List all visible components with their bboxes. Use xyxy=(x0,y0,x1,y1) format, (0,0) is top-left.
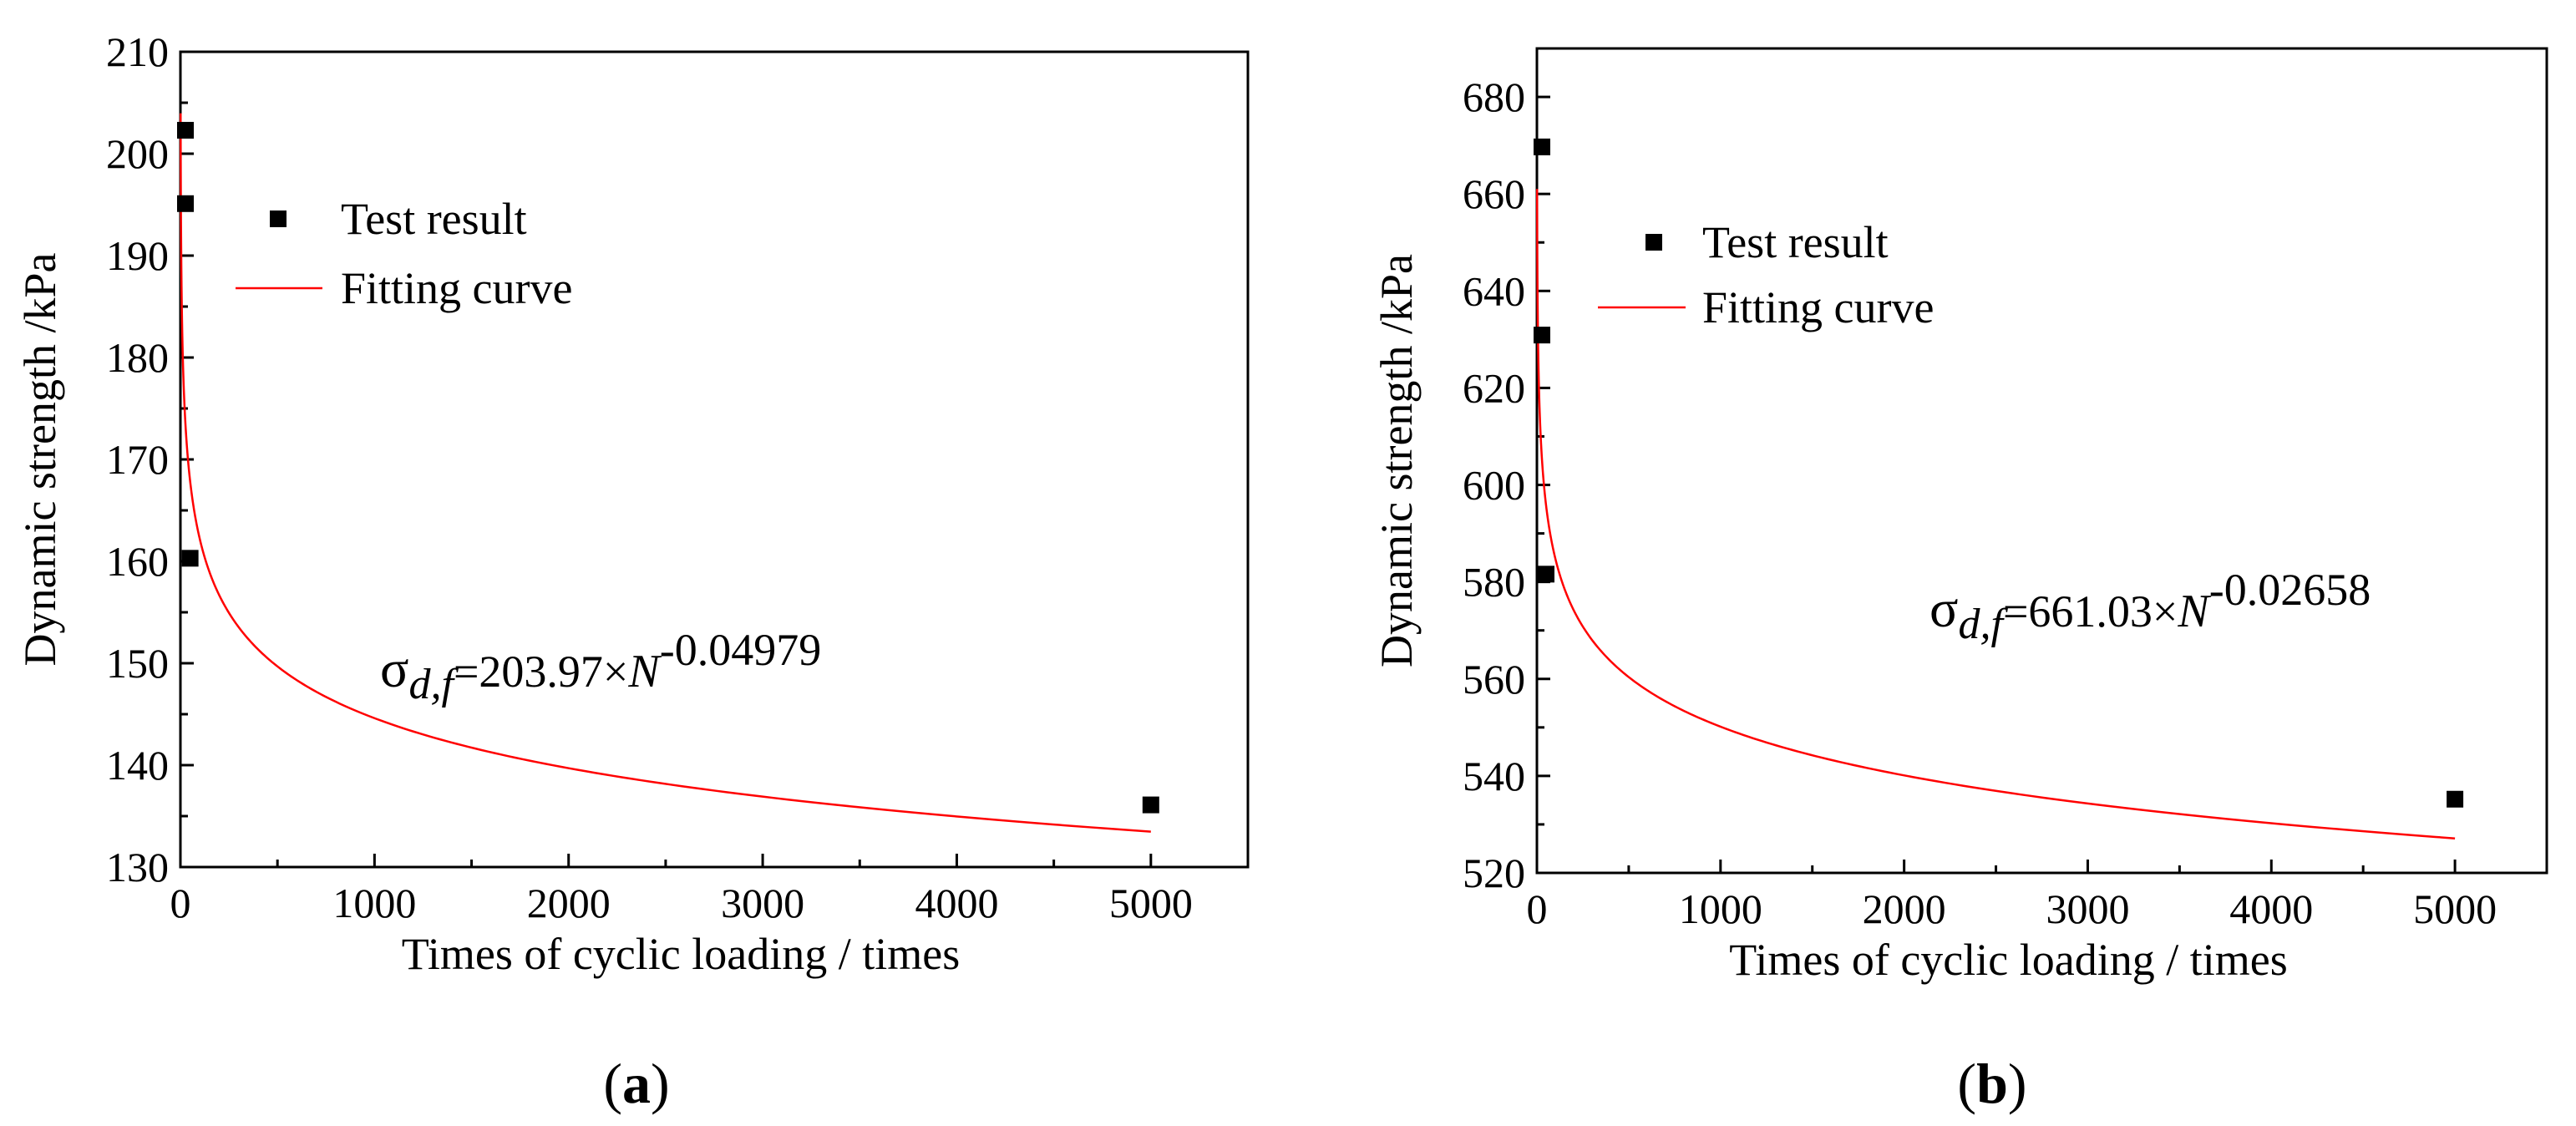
y-axis-label: Dynamic strength /kPa xyxy=(1372,254,1422,667)
y-tick-label: 160 xyxy=(106,538,169,585)
fit-equation-subscript: d,f xyxy=(1959,601,2009,648)
panel-label: (b) xyxy=(1957,1052,2026,1115)
fit-equation-subscript: d,f xyxy=(409,661,459,708)
x-tick-label: 1000 xyxy=(332,880,416,926)
y-tick-label: 140 xyxy=(106,742,169,789)
y-tick-label: 150 xyxy=(106,640,169,687)
legend-marker-test-result xyxy=(1645,234,1662,251)
chart-panel-b: 0 1000 2000 3000 4000 5000 520 540 560 580 600 620 6… xyxy=(1372,47,2548,1115)
fit-equation-sigma: σ xyxy=(380,639,409,698)
fit-equation-coefficient: =203.97× xyxy=(454,647,628,697)
x-axis-label: Times of cyclic loading / times xyxy=(402,929,960,979)
fit-equation-variable: N xyxy=(2177,586,2211,637)
fit-equation-variable: N xyxy=(627,646,662,697)
legend-label-test-result: Test result xyxy=(1702,217,1889,267)
test-result-point xyxy=(177,121,194,139)
x-tick-label: 3000 xyxy=(2046,885,2129,932)
y-tick-label: 210 xyxy=(106,28,169,75)
plot-frame xyxy=(179,50,1250,869)
y-tick-label: 200 xyxy=(106,130,169,177)
y-tick-label: 620 xyxy=(1463,364,1525,411)
x-tick-label: 1000 xyxy=(1679,885,1762,932)
fit-equation-coefficient: =661.03× xyxy=(2003,586,2178,637)
y-tick-label: 600 xyxy=(1463,462,1525,509)
fitting-curve-line xyxy=(1535,189,2456,839)
test-result-point xyxy=(177,195,194,212)
y-tick-label: 190 xyxy=(106,232,169,279)
fitting-curve-line xyxy=(179,113,1151,833)
test-result-point xyxy=(2447,790,2464,808)
test-result-point xyxy=(1534,138,1550,155)
legend-label-fitting-curve: Fitting curve xyxy=(1702,282,1934,332)
legend-label-fitting-curve: Fitting curve xyxy=(341,263,572,313)
y-tick-label: 660 xyxy=(1463,170,1525,217)
x-tick-label: 5000 xyxy=(1109,880,1193,926)
legend-label-test-result: Test result xyxy=(341,194,527,244)
panel-letter: b xyxy=(1976,1052,2008,1115)
y-tick-label: 560 xyxy=(1463,656,1525,702)
x-tick-label: 5000 xyxy=(2413,885,2497,932)
x-tick-label: 0 xyxy=(170,880,191,926)
fit-equation-exponent: -0.04979 xyxy=(660,625,821,675)
y-tick-label: 520 xyxy=(1463,850,1525,896)
y-tick-label: 170 xyxy=(106,436,169,483)
x-tick-label: 3000 xyxy=(721,880,804,926)
y-tick-label: 130 xyxy=(106,844,169,890)
y-tick-label: 540 xyxy=(1463,753,1525,799)
x-axis-label: Times of cyclic loading / times xyxy=(1729,935,2287,985)
y-axis-label: Dynamic strength /kPa xyxy=(15,253,65,667)
chart-panel-a: 0 1000 2000 3000 4000 5000 130 140 150 160 170 180 1… xyxy=(15,28,1250,1115)
plot-frame xyxy=(1535,47,2548,875)
x-tick-label: 4000 xyxy=(915,880,998,926)
fit-equation: σd,f=203.97×N-0.04979 xyxy=(380,625,821,708)
test-result-point xyxy=(1142,796,1159,814)
panel-label: (a) xyxy=(603,1052,669,1115)
panel-letter: a xyxy=(622,1052,651,1115)
fit-equation: σd,f=661.03×N-0.02658 xyxy=(1929,565,2371,648)
test-result-point xyxy=(181,550,199,567)
fit-equation-exponent: -0.02658 xyxy=(2209,565,2371,615)
x-tick-label: 4000 xyxy=(2229,885,2313,932)
x-tick-label: 2000 xyxy=(527,880,611,926)
y-tick-label: 180 xyxy=(106,334,169,381)
y-tick-label: 680 xyxy=(1463,74,1525,120)
test-result-point xyxy=(1537,566,1554,583)
y-tick-label: 580 xyxy=(1463,559,1525,606)
fit-equation-sigma: σ xyxy=(1929,579,1959,638)
legend-marker-test-result xyxy=(270,210,287,227)
test-result-point xyxy=(1534,327,1550,344)
x-tick-label: 0 xyxy=(1527,885,1548,932)
y-tick-label: 640 xyxy=(1463,267,1525,314)
x-tick-label: 2000 xyxy=(1863,885,1946,932)
